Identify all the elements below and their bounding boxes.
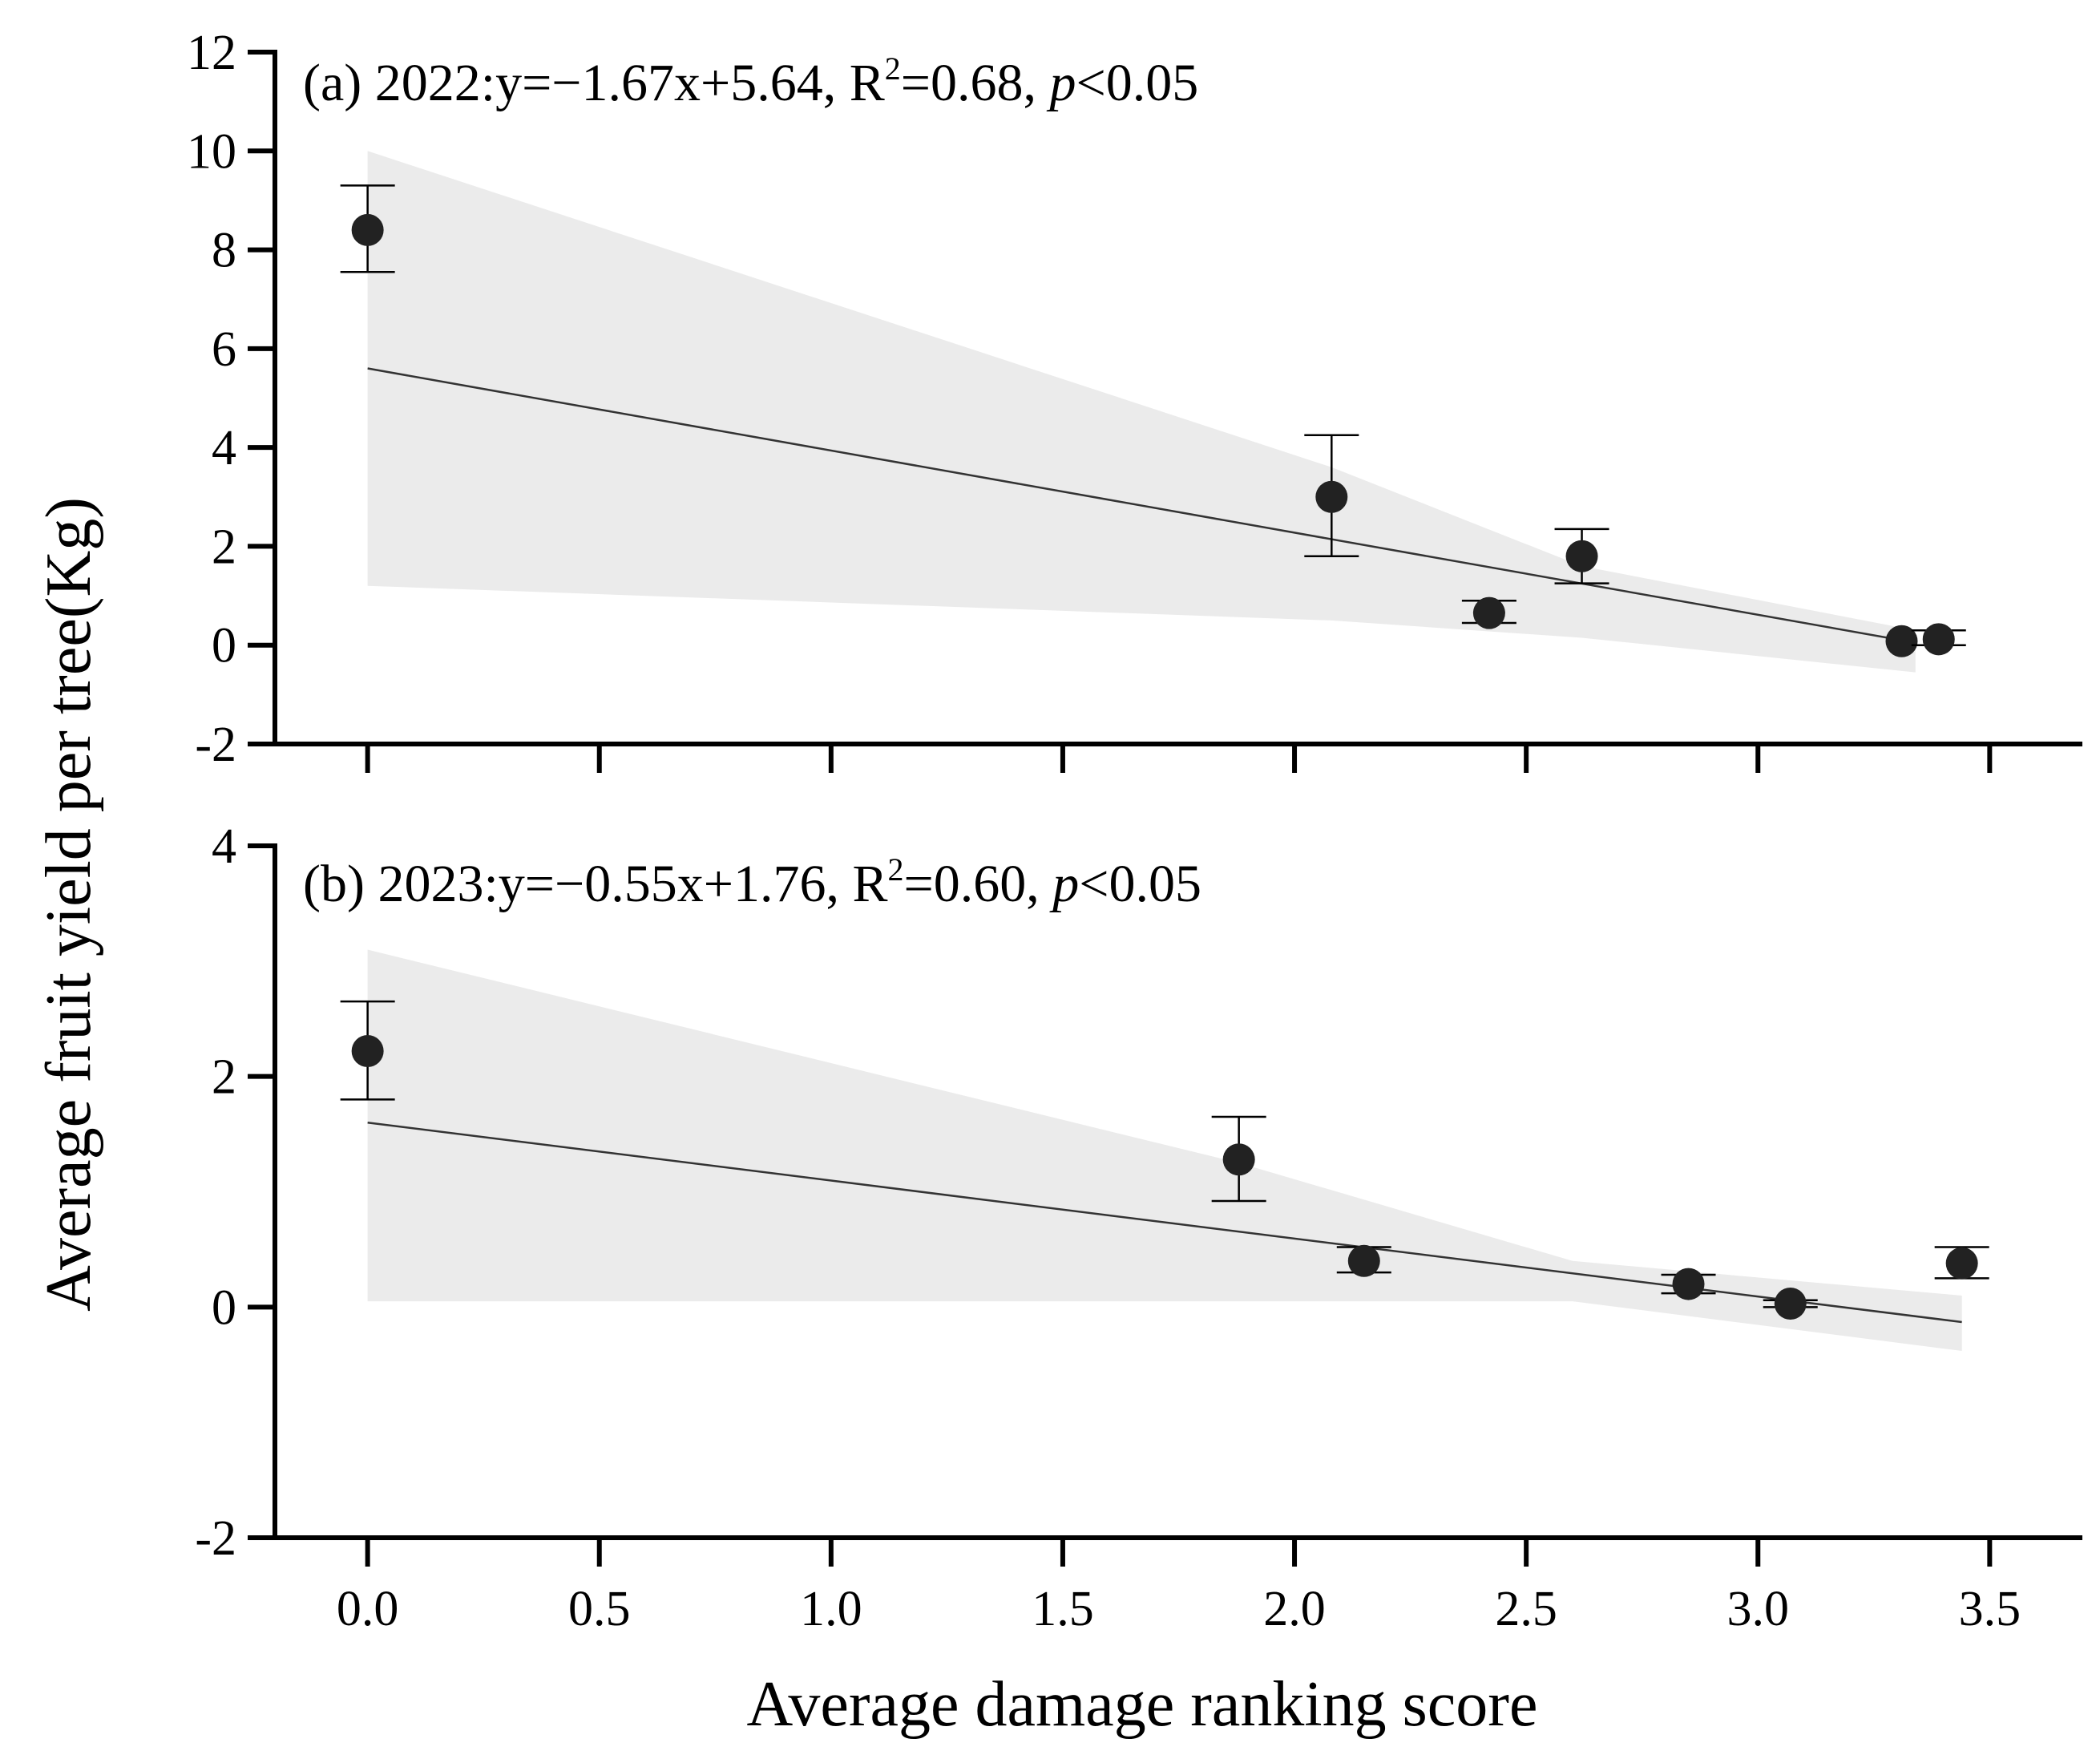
data-point xyxy=(1922,623,1955,656)
x-tick-label: 3.0 xyxy=(1727,1582,1790,1636)
y-axis-title: Average fruit yield per tree(Kg) xyxy=(34,497,104,1312)
data-point xyxy=(1222,1143,1255,1176)
data-point xyxy=(1945,1247,1978,1280)
y-tick-label: 4 xyxy=(212,421,236,475)
data-point xyxy=(1774,1288,1807,1320)
x-axis-title: Average damage ranking score xyxy=(747,1669,1538,1740)
y-tick-label: 6 xyxy=(212,322,236,377)
confidence-band xyxy=(367,949,1962,1351)
y-tick-label: -2 xyxy=(195,1511,236,1566)
confidence-band xyxy=(367,151,1916,673)
data-point xyxy=(1885,625,1918,657)
x-tick-label: 2.5 xyxy=(1495,1582,1557,1636)
panel-label-sup: 2 xyxy=(887,851,903,888)
panel-label-p: p xyxy=(1049,855,1079,913)
y-tick-label: -2 xyxy=(195,718,236,772)
x-tick-label: 1.0 xyxy=(800,1582,862,1636)
y-tick-label: 2 xyxy=(212,1050,236,1105)
data-point xyxy=(1672,1268,1705,1300)
x-tick-label: 2.0 xyxy=(1263,1582,1326,1636)
data-point xyxy=(1347,1244,1380,1277)
panel-label-stats: =0.68, xyxy=(901,54,1050,112)
x-tick-label: 0.0 xyxy=(337,1582,399,1636)
data-point xyxy=(351,1035,384,1068)
x-tick-label: 1.5 xyxy=(1032,1582,1094,1636)
data-point xyxy=(1472,596,1505,629)
panel-label-p: p xyxy=(1047,54,1076,112)
y-tick-label: 10 xyxy=(187,124,236,179)
data-point xyxy=(1315,480,1348,513)
panel-label-threshold: <0.05 xyxy=(1076,54,1199,112)
x-axis: 0.0 0.5 1.0 1.5 2.0 2.5 3.0 3.5 xyxy=(337,1582,2021,1636)
y-tick-label: 2 xyxy=(212,520,236,574)
panel-label-stats: =0.60, xyxy=(903,855,1052,913)
y-tick-label: 0 xyxy=(212,619,236,673)
panel-label-threshold: <0.05 xyxy=(1079,855,1201,913)
panel-label: (a) 2022:y=−1.67x+5.64, R2=0.68, p<0.05 xyxy=(303,51,1198,112)
data-point xyxy=(351,213,384,246)
y-tick-label: 8 xyxy=(212,224,236,278)
y-tick-label: 0 xyxy=(212,1280,236,1335)
panel-label-eq: (a) 2022:y=−1.67x+5.64, R xyxy=(303,54,885,112)
x-tick-label: 3.5 xyxy=(1959,1582,2021,1636)
y-tick-label: 12 xyxy=(187,26,236,80)
y-tick-label: 4 xyxy=(212,819,236,874)
panel-label-eq: (b) 2023:y=−0.55x+1.76, R xyxy=(303,855,887,913)
data-point xyxy=(1565,540,1598,572)
panel-label-sup: 2 xyxy=(885,51,901,87)
panel-label: (b) 2023:y=−0.55x+1.76, R2=0.60, p<0.05 xyxy=(303,851,1201,913)
regression-line xyxy=(367,367,1916,644)
x-tick-label: 0.5 xyxy=(568,1582,631,1636)
